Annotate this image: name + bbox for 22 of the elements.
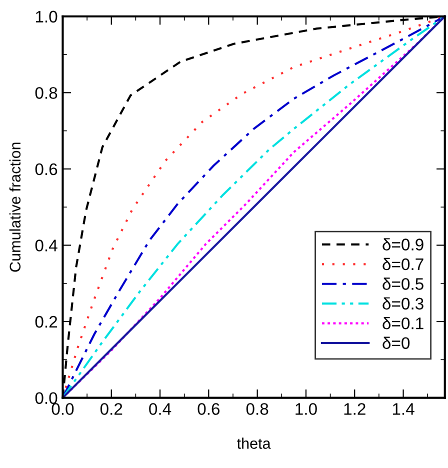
legend-label: δ=0.1 [382,317,424,330]
y-tick-label: 0.2 [35,316,58,328]
x-tick-label: 0.4 [149,403,172,415]
y-tick-label: 0.4 [35,240,58,252]
legend-label: δ=0.5 [382,278,424,290]
x-tick-label: 0.6 [198,403,220,415]
x-tick-label: 1.2 [344,403,366,415]
y-tick-label: 0.8 [35,87,58,99]
legend-label: δ=0.3 [382,297,424,310]
text: 1.0 [296,403,317,415]
text: 1.0 [36,10,58,23]
legend-label: δ=0 [382,336,410,349]
x-tick-label: 0.8 [246,403,268,415]
x-tick-label: 1.4 [392,403,414,415]
legend-label: δ=0.7 [382,258,424,270]
text: 0.0 [52,403,74,415]
x-tick-label: 0.2 [100,403,122,415]
y-axis-title: Cumulative fraction [9,142,21,272]
x-axis-title: theta [237,438,271,449]
legend-label: δ=0.9 [382,238,424,250]
text: 0.0 [35,392,58,404]
y-tick-label: 0.6 [35,163,58,176]
